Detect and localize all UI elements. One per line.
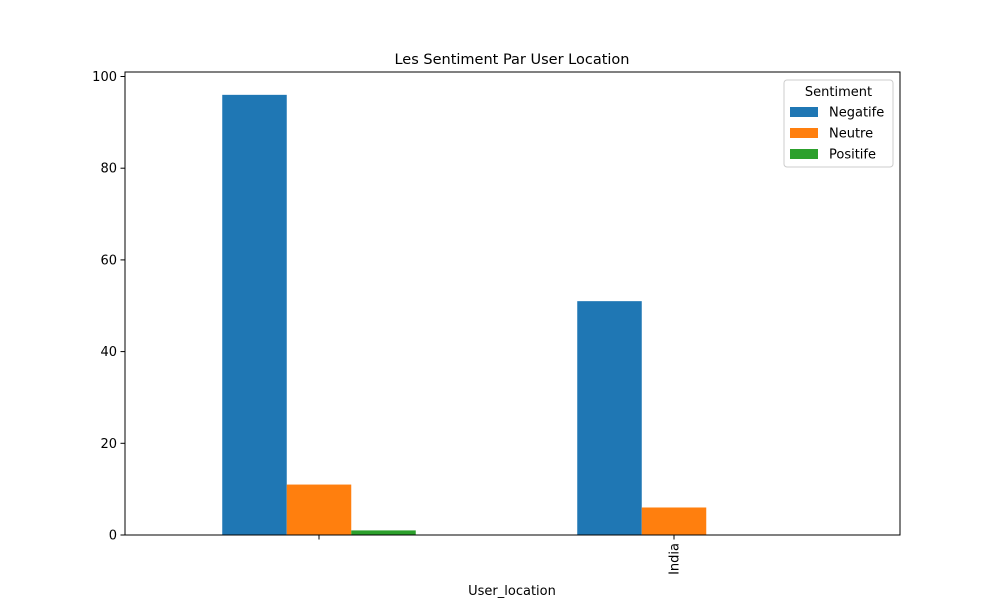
y-tick-label: 20 xyxy=(100,437,117,452)
legend-swatch-negatife xyxy=(790,107,818,117)
legend-swatch-neutre xyxy=(790,128,818,138)
bar-negatife-india xyxy=(577,301,642,535)
legend-label-neutre: Neutre xyxy=(829,127,873,142)
legend-label-negatife: Negatife xyxy=(829,106,884,121)
y-tick-label: 0 xyxy=(109,529,117,544)
legend-title: Sentiment xyxy=(805,85,872,100)
legend: Sentiment Negatife Neutre Positife xyxy=(783,79,894,168)
legend-swatch-positife xyxy=(790,149,818,159)
x-axis: India xyxy=(318,535,683,575)
bar-neutre-blank xyxy=(286,484,352,535)
bars-group xyxy=(222,94,707,535)
y-axis: 0 20 40 60 80 100 xyxy=(92,70,125,544)
legend-box xyxy=(783,79,894,168)
y-tick-label: 80 xyxy=(100,162,117,177)
y-tick-label: 60 xyxy=(100,253,117,268)
y-tick-label: 100 xyxy=(92,70,117,85)
y-tick-label: 40 xyxy=(100,345,117,360)
bar-neutre-india xyxy=(641,507,707,535)
bar-positife-blank xyxy=(351,530,416,535)
x-tick-label: India xyxy=(668,543,683,575)
x-axis-label: User_location xyxy=(468,584,556,599)
plot-frame xyxy=(124,71,901,536)
legend-label-positife: Positife xyxy=(829,148,876,163)
chart-title: Les Sentiment Par User Location xyxy=(394,52,629,68)
bar-negatife-blank xyxy=(222,94,287,535)
